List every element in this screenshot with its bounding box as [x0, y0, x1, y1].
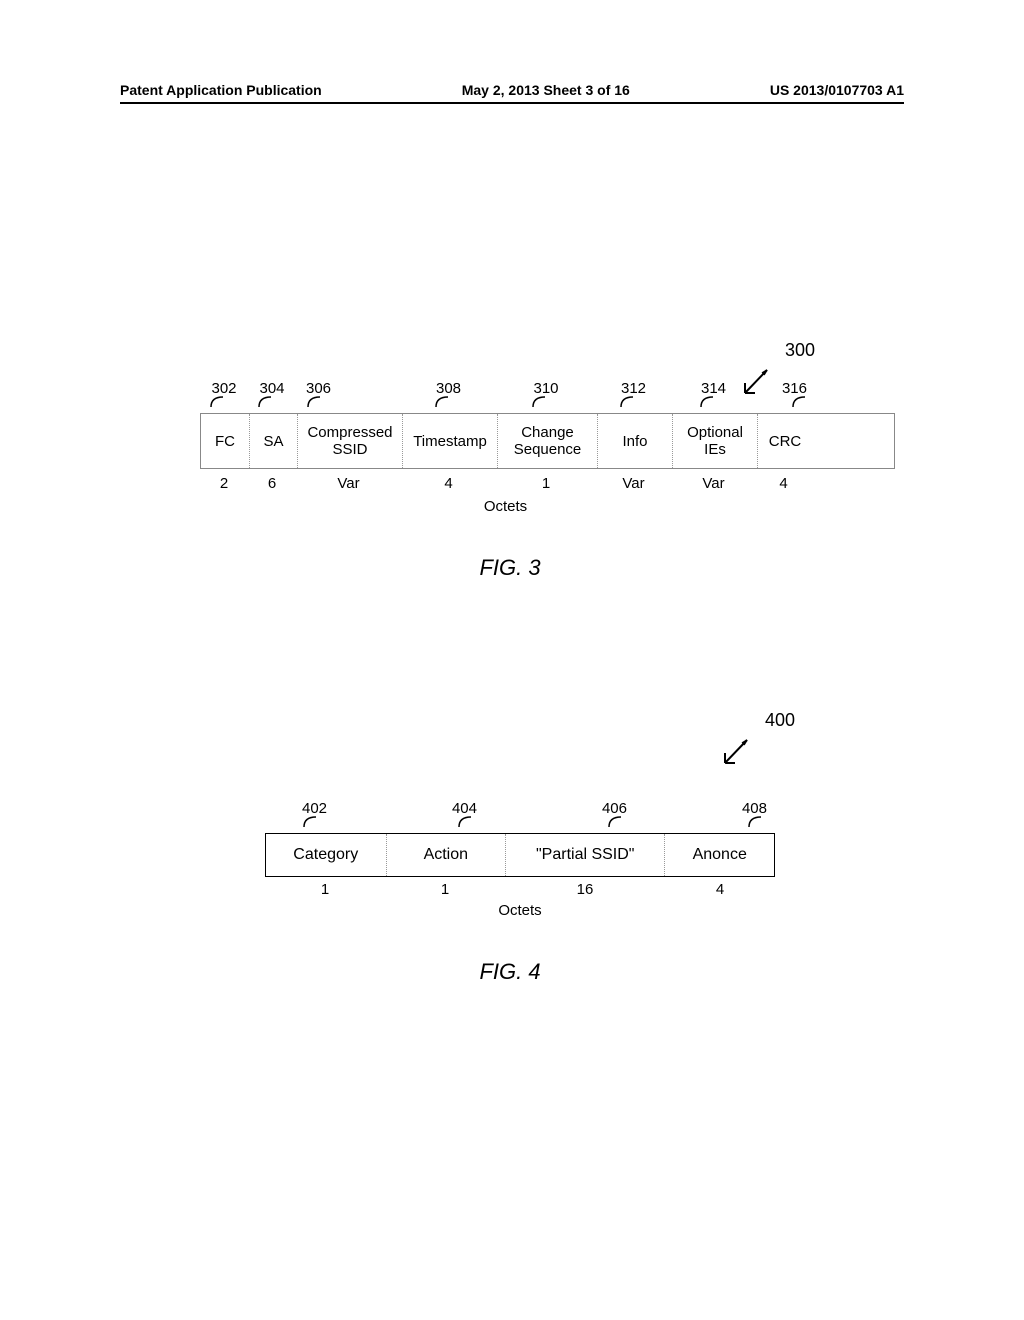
- fig3-octets-row: 2 6 Var 4 1 Var Var 4: [200, 475, 895, 492]
- fig4-ref-number: 400: [765, 710, 795, 731]
- ref-curve-icon: [257, 395, 277, 409]
- octet-val: Var: [596, 475, 671, 492]
- fig3-cell-info: Info: [597, 414, 672, 468]
- ref-curve-icon: [434, 395, 454, 409]
- fig4-reference-labels: 402 404 406 408: [265, 800, 895, 817]
- octet-val: 4: [665, 881, 775, 898]
- fig3-cell-ies: Optional IEs: [672, 414, 757, 468]
- header-left: Patent Application Publication: [120, 82, 322, 98]
- page-header: Patent Application Publication May 2, 20…: [120, 82, 904, 104]
- fig3-ref-number: 300: [785, 340, 815, 361]
- fig3-reference-labels: 302 304 306 308 310 312 314 316: [200, 380, 895, 397]
- ref-curve-icon: [607, 815, 627, 829]
- ref-curve-icon: [699, 395, 719, 409]
- fig4-octets-row: 1 1 16 4: [265, 881, 895, 898]
- fig3-title: FIG. 3: [125, 555, 895, 581]
- fig3-cell-sa: SA: [249, 414, 297, 468]
- octet-val: 2: [200, 475, 248, 492]
- octet-val: 1: [265, 881, 385, 898]
- fig4-cell-action: Action: [386, 834, 506, 876]
- octet-val: Var: [671, 475, 756, 492]
- figure-3: 300 302 304 306 308 310 312 314 316: [125, 380, 895, 581]
- fig4-cell-category: Category: [266, 834, 386, 876]
- fig3-octets-label: Octets: [200, 498, 811, 515]
- fig4-title: FIG. 4: [125, 959, 895, 985]
- ref-curve-icon: [302, 815, 322, 829]
- fig3-cell-change: Change Sequence: [497, 414, 597, 468]
- octet-val: 4: [756, 475, 811, 492]
- fig4-octets-label: Octets: [265, 902, 775, 919]
- octet-val: 6: [248, 475, 296, 492]
- figure-4: 400 402 404 406 408 Category Action "Par…: [125, 740, 895, 985]
- ref-curve-icon: [306, 395, 326, 409]
- fig4-cell-partial-ssid: "Partial SSID": [505, 834, 664, 876]
- fig3-cell-fc: FC: [201, 414, 249, 468]
- ref-curve-icon: [209, 395, 229, 409]
- ref-curve-icon: [747, 815, 767, 829]
- fig4-arrow-icon: [717, 735, 757, 770]
- fig3-cell-crc: CRC: [757, 414, 812, 468]
- octet-val: 1: [385, 881, 505, 898]
- ref-curve-icon: [457, 815, 477, 829]
- header-center: May 2, 2013 Sheet 3 of 16: [462, 82, 630, 98]
- ref-curve-icon: [791, 395, 811, 409]
- header-right: US 2013/0107703 A1: [770, 82, 904, 98]
- fig3-table: FC SA Compressed SSID Timestamp Change S…: [200, 413, 895, 469]
- fig3-cell-ssid: Compressed SSID: [297, 414, 402, 468]
- octet-val: 1: [496, 475, 596, 492]
- fig4-cell-anonce: Anonce: [664, 834, 774, 876]
- ref-curve-icon: [531, 395, 551, 409]
- octet-val: 4: [401, 475, 496, 492]
- fig4-table: Category Action "Partial SSID" Anonce: [265, 833, 775, 877]
- ref-curve-icon: [619, 395, 639, 409]
- octet-val: Var: [296, 475, 401, 492]
- fig3-cell-timestamp: Timestamp: [402, 414, 497, 468]
- octet-val: 16: [505, 881, 665, 898]
